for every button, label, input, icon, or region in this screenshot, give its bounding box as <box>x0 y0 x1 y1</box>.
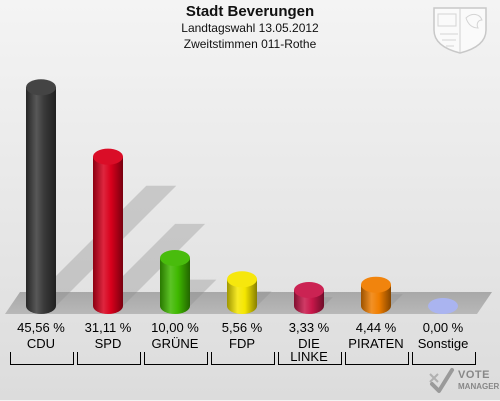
bar-top-die-linke <box>294 282 324 299</box>
bar-top-spd <box>93 148 123 165</box>
bar-cdu <box>26 79 56 314</box>
bar-spd <box>93 148 123 314</box>
coat-of-arms-icon <box>433 7 487 54</box>
bar-body-spd <box>93 156 123 314</box>
bar-top-fdp <box>227 271 257 288</box>
bars <box>26 79 458 314</box>
bar-body-fdp <box>227 279 257 314</box>
bar-piraten <box>361 276 391 314</box>
bar-gr-ne <box>160 250 190 314</box>
bar-fdp <box>227 271 257 314</box>
chart-title: Stadt Beverungen <box>185 3 315 20</box>
bar-body-piraten <box>361 284 391 314</box>
chart-subtitle-election: Landtagswahl 13.05.2012 <box>181 21 319 35</box>
vote-manager-logo: VOTE MANAGER <box>428 366 500 396</box>
chart-subtitle-district: Zweitstimmen 011-Rothe <box>183 37 317 51</box>
bar-shadows <box>26 185 403 306</box>
ballot-check-icon <box>429 368 454 393</box>
logo-text-manager: MANAGER <box>458 382 500 391</box>
bar-die-linke <box>294 282 324 314</box>
bar-top-cdu <box>26 79 56 96</box>
bar-body-cdu <box>26 87 56 314</box>
bar-top-sonstige <box>428 298 458 314</box>
bar-top-piraten <box>361 276 391 293</box>
bar-sonstige <box>428 298 458 314</box>
logo-text-vote: VOTE <box>458 369 490 381</box>
bar-top-gr-ne <box>160 250 190 266</box>
bar-body-gr-ne <box>160 258 190 314</box>
